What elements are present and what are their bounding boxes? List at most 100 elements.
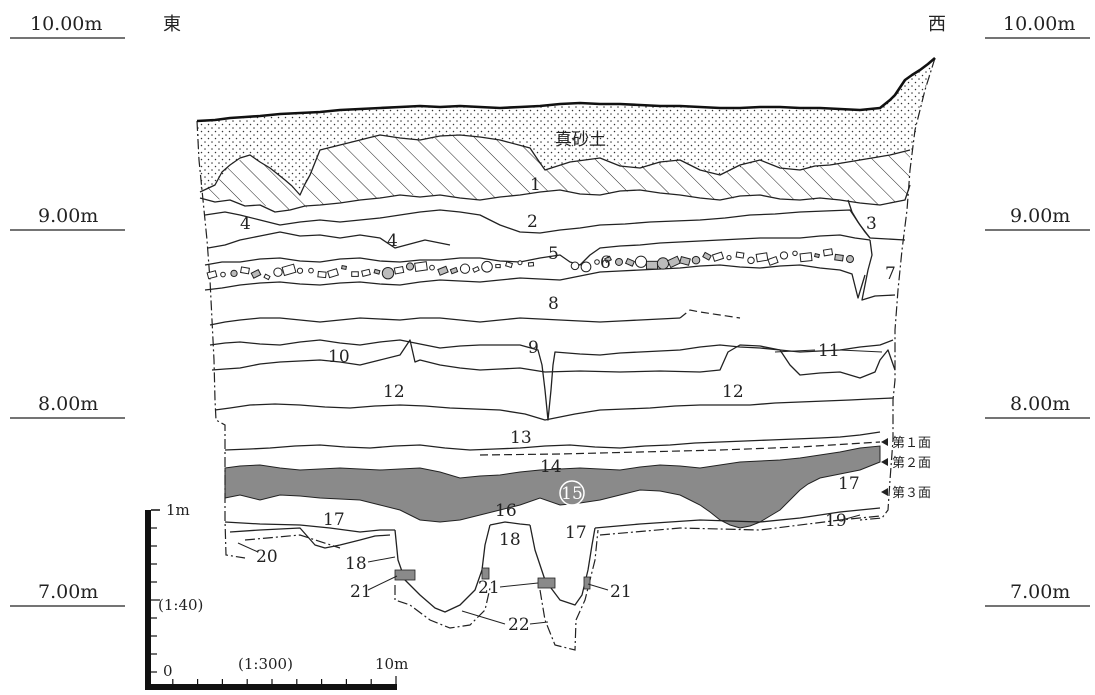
layer-8-dashed-boundary bbox=[679, 309, 741, 319]
layer-label-13: 13 bbox=[510, 428, 532, 448]
layer-label-17: 17 bbox=[565, 523, 587, 543]
gravel-stone bbox=[624, 257, 636, 267]
gravel-stones bbox=[206, 248, 855, 281]
layer-7-boundary bbox=[861, 239, 896, 301]
layer-label-21: 21 bbox=[350, 582, 372, 602]
layer-2-bottom-boundary bbox=[204, 209, 906, 241]
gravel-stone bbox=[340, 264, 348, 271]
leader-line bbox=[841, 514, 861, 521]
surface-label-second: 第２面 bbox=[892, 456, 931, 471]
layer-21-fill bbox=[481, 567, 490, 580]
leader-line bbox=[367, 556, 396, 563]
layer-15-fill bbox=[224, 445, 881, 529]
gravel-stone bbox=[393, 265, 405, 275]
gravel-stone bbox=[834, 253, 844, 262]
leader-line bbox=[237, 542, 259, 553]
surface-markers: 第１面 第２面 第３面 bbox=[881, 436, 931, 501]
gravel-stone bbox=[603, 255, 613, 263]
gravel-stone bbox=[273, 267, 283, 277]
leader-line bbox=[499, 582, 539, 588]
layer-label-17: 17 bbox=[323, 510, 345, 530]
layer-label-12: 12 bbox=[722, 382, 744, 402]
layer-label-8: 8 bbox=[548, 294, 559, 314]
gravel-stone bbox=[263, 273, 271, 281]
direction-west: 西 bbox=[928, 14, 946, 35]
gravel-stone bbox=[405, 262, 415, 271]
surface-marker-arrow-icon bbox=[881, 488, 888, 496]
gravel-stone bbox=[459, 263, 471, 274]
layer-label-10: 10 bbox=[328, 347, 350, 367]
scale-bar: 1m (1:40) 0 (1:300) 10m bbox=[145, 501, 408, 690]
gravel-band-bottom-boundary bbox=[204, 264, 866, 299]
elevation-scale-left: 10.00m 9.00m 8.00m 7.00m bbox=[10, 13, 125, 607]
layer-label-14: 14 bbox=[540, 457, 562, 477]
gravel-stone bbox=[702, 251, 712, 261]
section-left-boundary bbox=[196, 120, 246, 559]
elevation-scale-right: 10.00m 9.00m 8.00m 7.00m bbox=[985, 13, 1090, 607]
gravel-stone bbox=[481, 260, 493, 273]
layer-label-4: 4 bbox=[387, 231, 398, 251]
gravel-stone bbox=[747, 256, 755, 265]
gravel-stone bbox=[691, 255, 701, 265]
layer-label-21: 21 bbox=[610, 582, 632, 602]
elevation-label: 9.00m bbox=[38, 205, 98, 227]
gravel-stone bbox=[517, 260, 523, 266]
ground-surface bbox=[196, 57, 936, 123]
direction-east: 東 bbox=[163, 14, 181, 35]
gravel-stone bbox=[580, 261, 592, 273]
gravel-stone bbox=[250, 269, 262, 279]
layer-label-11: 11 bbox=[818, 341, 840, 361]
gravel-stone bbox=[645, 260, 659, 270]
layer-1-top-boundary bbox=[199, 134, 911, 196]
layer-15-label-circle bbox=[559, 480, 585, 506]
section-right-boundary bbox=[859, 57, 936, 521]
gravel-stone bbox=[317, 270, 327, 279]
gravel-stone bbox=[845, 255, 855, 264]
leader-line bbox=[839, 349, 883, 353]
layer-label-15: 15 bbox=[561, 484, 583, 504]
gravel-stone bbox=[381, 266, 395, 280]
surface-marker-arrow-icon bbox=[881, 458, 888, 466]
elevation-label: 10.00m bbox=[1003, 13, 1075, 35]
elevation-label: 9.00m bbox=[1010, 205, 1070, 227]
surface-label-third: 第３面 bbox=[892, 486, 931, 501]
pit-left-outline bbox=[394, 524, 491, 613]
layer-4-boundary bbox=[207, 231, 451, 249]
gravel-stone bbox=[308, 267, 314, 274]
elevation-label: 7.00m bbox=[38, 581, 98, 603]
layer-10-11-boundary bbox=[211, 339, 896, 379]
horizontal-scale-end: 10m bbox=[375, 655, 408, 673]
layer-21-fill bbox=[583, 576, 591, 590]
layer-21-fill bbox=[537, 577, 556, 589]
layer-label-5: 5 bbox=[548, 244, 559, 264]
layer-label-7: 7 bbox=[885, 264, 896, 284]
gravel-stone bbox=[656, 257, 670, 270]
layer-label-2: 2 bbox=[527, 212, 538, 232]
surface-label-first: 第１面 bbox=[892, 436, 931, 451]
layer-3-boundary bbox=[847, 199, 871, 239]
gravel-stone bbox=[679, 255, 691, 266]
gravel-stone bbox=[414, 261, 428, 273]
layer-9-top-boundary bbox=[209, 339, 894, 421]
gravel-stone bbox=[296, 267, 304, 274]
gravel-stone bbox=[504, 261, 514, 269]
gravel-stone bbox=[799, 252, 813, 263]
pit-right-outline bbox=[529, 524, 596, 606]
layer-label-16: 16 bbox=[495, 501, 517, 521]
layer-label-6: 6 bbox=[600, 253, 611, 273]
pit-right-base bbox=[539, 529, 599, 651]
leader-line bbox=[587, 583, 609, 591]
first-surface-boundary bbox=[479, 441, 881, 456]
masa-soil-fill bbox=[197, 58, 935, 195]
vertical-scale-label: 1m bbox=[166, 501, 190, 519]
horizontal-scale-bar bbox=[145, 684, 397, 690]
vertical-scale-bar bbox=[145, 510, 151, 690]
leader-lines bbox=[237, 349, 883, 625]
surface-marker-arrow-icon bbox=[881, 438, 888, 446]
gravel-stone bbox=[220, 271, 226, 278]
layer-label-1: 1 bbox=[530, 175, 541, 195]
layer-label-21: 21 bbox=[478, 578, 500, 598]
gravel-stone bbox=[281, 263, 297, 277]
gravel-stone bbox=[240, 266, 250, 275]
